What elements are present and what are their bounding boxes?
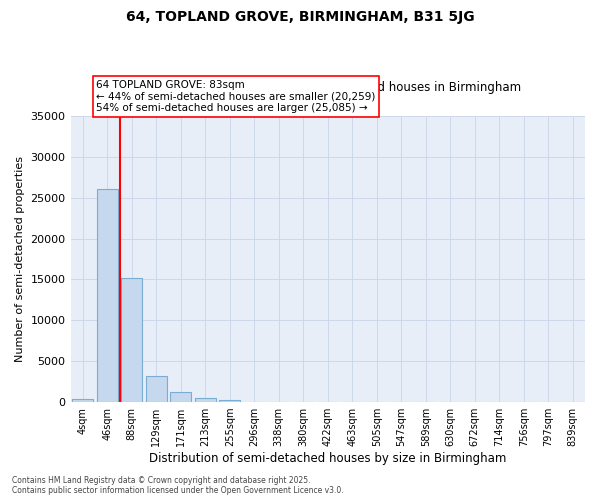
Bar xyxy=(73,399,93,402)
Bar xyxy=(121,278,142,402)
X-axis label: Distribution of semi-detached houses by size in Birmingham: Distribution of semi-detached houses by … xyxy=(149,452,506,465)
Bar xyxy=(97,189,118,402)
Title: Size of property relative to semi-detached houses in Birmingham: Size of property relative to semi-detach… xyxy=(135,81,521,94)
Text: 64 TOPLAND GROVE: 83sqm
← 44% of semi-detached houses are smaller (20,259)
54% o: 64 TOPLAND GROVE: 83sqm ← 44% of semi-de… xyxy=(96,80,376,113)
Y-axis label: Number of semi-detached properties: Number of semi-detached properties xyxy=(15,156,25,362)
Text: Contains HM Land Registry data © Crown copyright and database right 2025.
Contai: Contains HM Land Registry data © Crown c… xyxy=(12,476,344,495)
Bar xyxy=(220,400,240,402)
Text: 64, TOPLAND GROVE, BIRMINGHAM, B31 5JG: 64, TOPLAND GROVE, BIRMINGHAM, B31 5JG xyxy=(125,10,475,24)
Bar xyxy=(146,376,167,402)
Bar xyxy=(170,392,191,402)
Bar xyxy=(195,398,215,402)
